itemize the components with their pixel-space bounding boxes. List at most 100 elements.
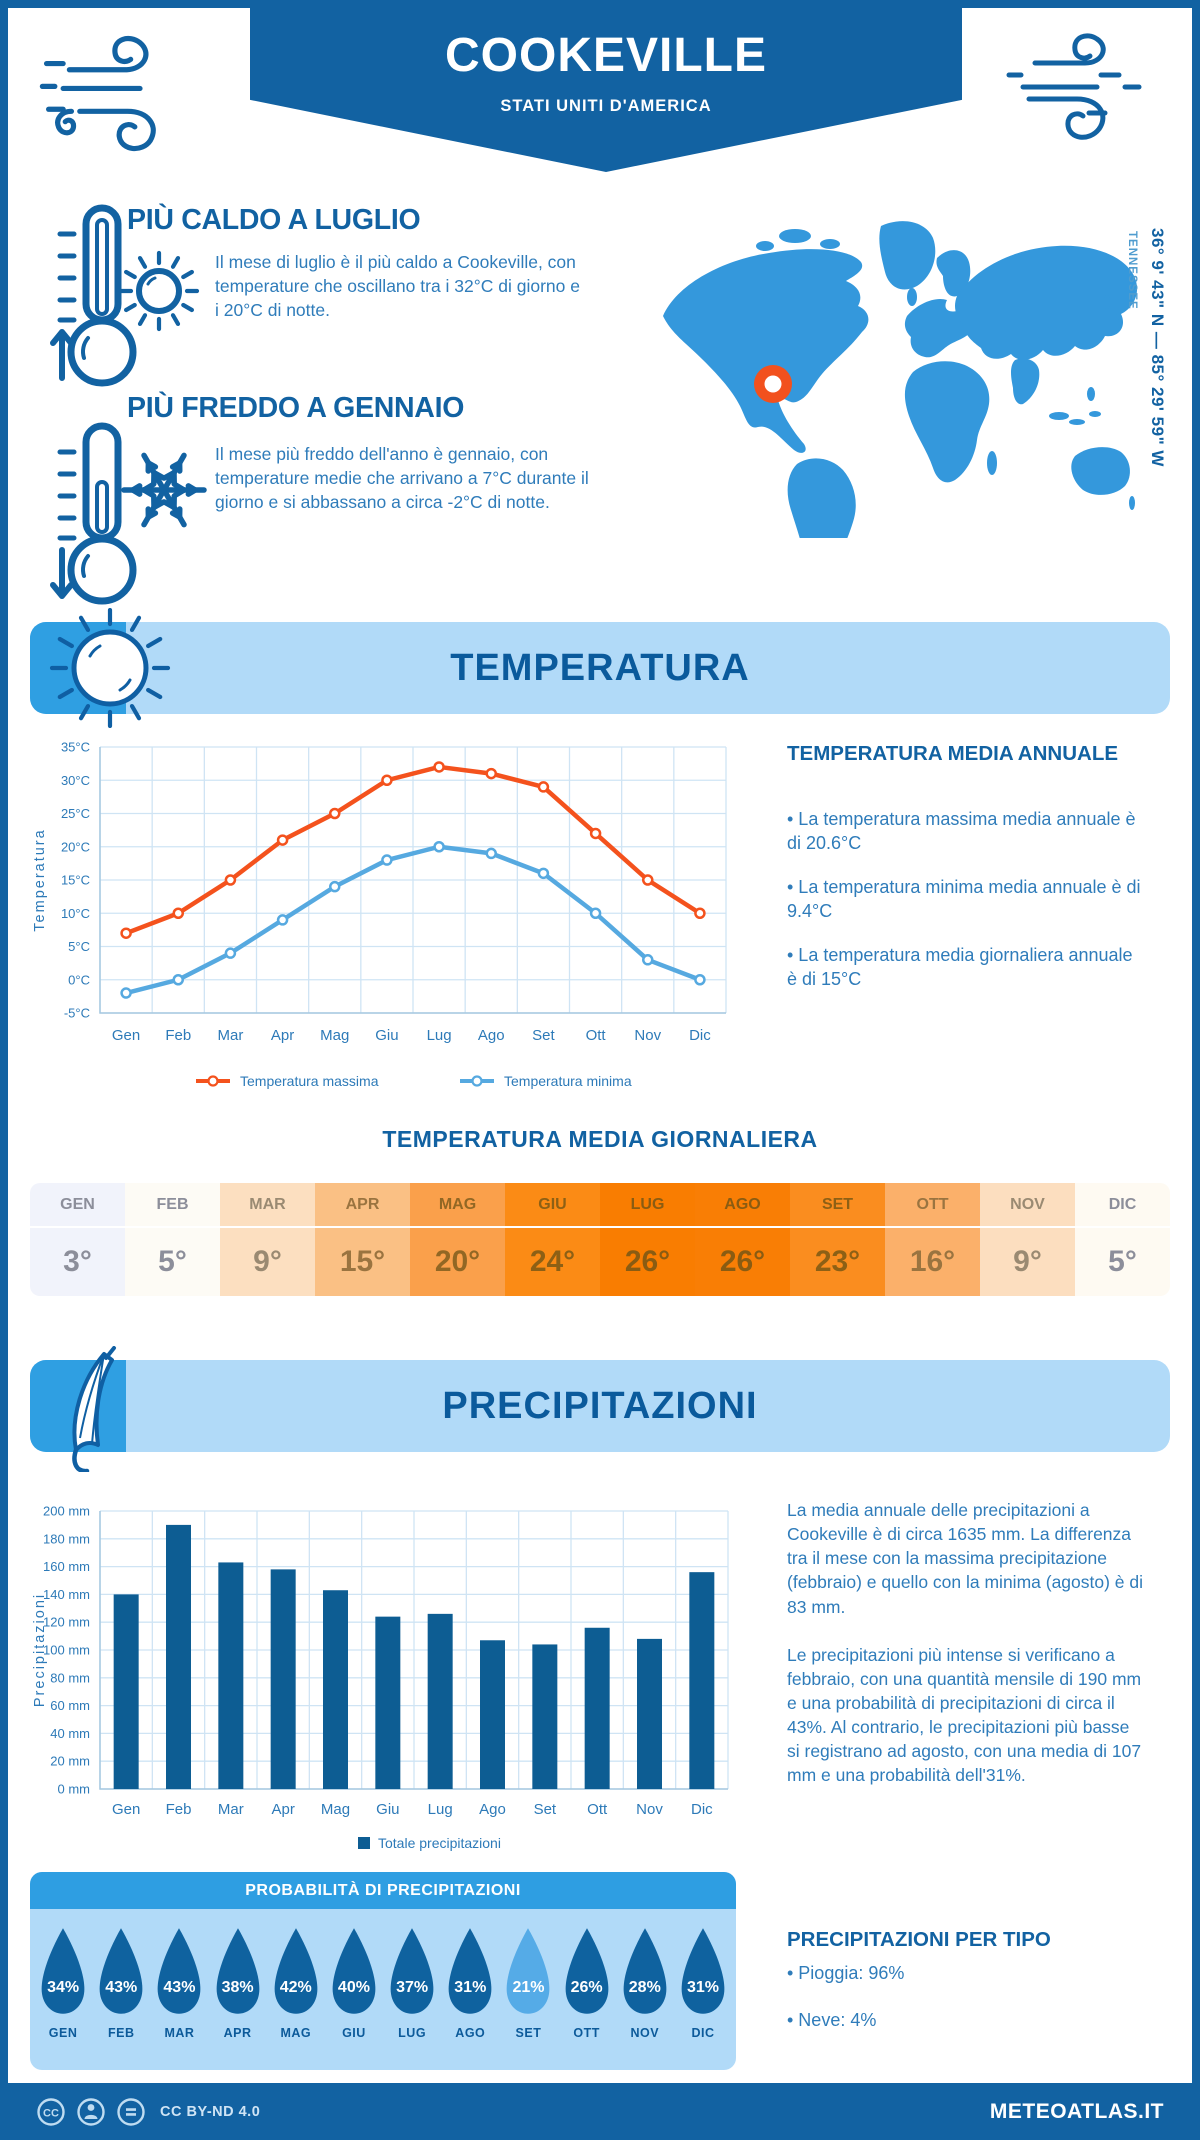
svg-text:0 mm: 0 mm	[58, 1782, 91, 1797]
bullet-item: • La temperatura massima media annuale è…	[787, 809, 1136, 853]
footer: CC CC BY-ND 4.0 METEOATLAS.IT	[0, 2083, 1200, 2140]
precipitation-section-banner: PRECIPITAZIONI	[30, 1346, 1170, 1472]
svg-text:Lug: Lug	[428, 1801, 453, 1818]
daily-temp-column: DIC 5°	[1075, 1183, 1170, 1296]
probability-value: 40%	[337, 1979, 370, 1996]
daily-temp-column: LUG 26°	[600, 1183, 695, 1296]
svg-text:Ago: Ago	[479, 1801, 506, 1818]
svg-text:Precipitazioni: Precipitazioni	[32, 1593, 48, 1707]
svg-text:Ago: Ago	[478, 1027, 505, 1044]
drop-icon	[274, 1928, 318, 2014]
svg-text:Mar: Mar	[218, 1801, 244, 1818]
precipitation-text: La media annuale delle precipitazioni a …	[787, 1498, 1145, 1812]
precip-probability-item: 43% FEB	[92, 1926, 150, 2040]
map-coordinates: 36° 9' 43" N — 85° 29' 59" W	[1148, 228, 1167, 467]
svg-text:Giu: Giu	[375, 1027, 398, 1044]
daily-temp-value: 15°	[339, 1245, 386, 1278]
svg-text:Temperatura: Temperatura	[32, 828, 48, 931]
precip-types-title: PRECIPITAZIONI PER TIPO	[787, 1928, 1051, 1951]
probability-month: GIU	[342, 2026, 366, 2040]
svg-text:30°C: 30°C	[61, 773, 90, 788]
probability-month: LUG	[398, 2026, 427, 2040]
wind-icon	[39, 35, 156, 152]
svg-text:-5°C: -5°C	[64, 1006, 90, 1021]
svg-text:Feb: Feb	[165, 1027, 191, 1044]
daily-temp-value: 5°	[158, 1245, 187, 1278]
cc-icon: CC	[37, 2097, 65, 2126]
precip-probability-item: 21% SET	[499, 1926, 557, 2040]
cc-nd-icon	[117, 2097, 145, 2126]
daily-temp-value: 24°	[529, 1245, 576, 1278]
daily-temp-month: MAG	[410, 1183, 505, 1228]
svg-text:100 mm: 100 mm	[43, 1643, 90, 1658]
svg-text:Lug: Lug	[427, 1027, 452, 1044]
svg-text:180 mm: 180 mm	[43, 1531, 90, 1546]
sun-banner-icon	[49, 608, 171, 728]
probability-month: GEN	[48, 2026, 78, 2040]
svg-text:Temperatura minima: Temperatura minima	[504, 1073, 632, 1089]
svg-text:20°C: 20°C	[61, 839, 90, 854]
series-temperatura-massima	[120, 761, 706, 939]
svg-text:Totale precipitazioni: Totale precipitazioni	[378, 1835, 501, 1851]
svg-text:Dic: Dic	[689, 1027, 711, 1044]
warm-title: PIÙ CALDO A LUGLIO	[127, 204, 421, 236]
svg-text:CC: CC	[43, 2107, 59, 2119]
cc-license-icons: CC	[36, 2097, 146, 2127]
umbrella-banner-icon	[72, 1346, 116, 1472]
precip-probability-item: 37% LUG	[383, 1926, 441, 2040]
precip-probability-item: 26% OTT	[558, 1926, 616, 2040]
sun-icon	[118, 250, 200, 332]
svg-text:Ott: Ott	[586, 1027, 607, 1044]
svg-text:Mag: Mag	[320, 1027, 349, 1044]
daily-temp-month: DIC	[1075, 1183, 1170, 1228]
world-map	[663, 221, 1137, 538]
probability-month: FEB	[108, 2026, 135, 2040]
svg-text:20 mm: 20 mm	[50, 1754, 90, 1769]
daily-temp-value: 16°	[909, 1245, 956, 1278]
probability-value: 31%	[686, 1979, 719, 1996]
svg-text:25°C: 25°C	[61, 806, 90, 821]
probability-value: 42%	[279, 1979, 312, 1996]
probability-value: 26%	[570, 1979, 603, 1996]
probability-month: SET	[515, 2026, 542, 2040]
precip-probability-item: 31% DIC	[674, 1926, 732, 2040]
svg-text:Set: Set	[532, 1027, 555, 1044]
svg-text:35°C: 35°C	[61, 740, 90, 755]
daily-temp-month: GIU	[505, 1183, 600, 1228]
legend: Temperatura massima Temperatura minima	[196, 1073, 632, 1089]
probability-month: APR	[223, 2026, 252, 2040]
svg-text:140 mm: 140 mm	[43, 1587, 90, 1602]
daily-temp-month: MAR	[220, 1183, 315, 1228]
daily-temp-month: LUG	[600, 1183, 695, 1228]
precip-probability-item: 31% AGO	[441, 1926, 499, 2040]
bullet-item: • Neve: 4%	[787, 2010, 877, 2030]
daily-temp-value: 20°	[434, 1245, 481, 1278]
probability-month: DIC	[691, 2026, 715, 2040]
precipitation-section-title: PRECIPITAZIONI	[442, 1385, 758, 1427]
series-totale-precipitazioni	[113, 1524, 715, 1789]
drop-icon	[390, 1928, 434, 2014]
svg-text:Giu: Giu	[376, 1801, 399, 1818]
svg-text:Nov: Nov	[636, 1801, 663, 1818]
svg-text:60 mm: 60 mm	[50, 1698, 90, 1713]
svg-text:10°C: 10°C	[61, 906, 90, 921]
drop-icon	[216, 1928, 259, 2014]
precip-types-bullets: • Pioggia: 96% • Neve: 4%	[787, 1960, 1143, 2054]
probability-month: MAR	[164, 2026, 195, 2040]
daily-temp-value: 26°	[719, 1245, 766, 1278]
svg-text:Mag: Mag	[321, 1801, 350, 1818]
temperature-section-banner: TEMPERATURA	[30, 608, 1170, 728]
license-label: CC BY-ND 4.0	[160, 2103, 261, 2120]
svg-text:15°C: 15°C	[61, 873, 90, 888]
annual-temp-bullets: • La temperatura massima media annuale è…	[787, 808, 1143, 1012]
svg-text:Nov: Nov	[634, 1027, 661, 1044]
svg-text:160 mm: 160 mm	[43, 1559, 90, 1574]
daily-temp-month: FEB	[125, 1183, 220, 1228]
temperature-section-title: TEMPERATURA	[450, 647, 750, 689]
svg-text:120 mm: 120 mm	[43, 1615, 90, 1630]
drop-icon	[99, 1928, 143, 2014]
probability-value: 38%	[221, 1979, 254, 1996]
daily-temp-value: 26°	[624, 1245, 671, 1278]
daily-temp-value: 3°	[63, 1245, 92, 1278]
